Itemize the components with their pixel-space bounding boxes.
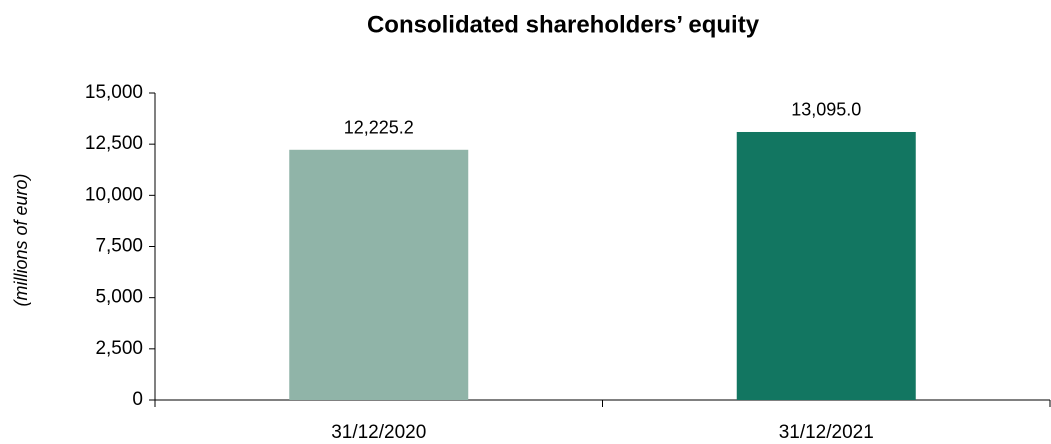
x-tick-label: 31/12/2021 xyxy=(779,422,874,443)
y-tick-label: 12,500 xyxy=(85,133,143,154)
data-label: 12,225.2 xyxy=(344,118,414,138)
bar xyxy=(736,131,916,400)
y-axis-label: (millions of euro) xyxy=(11,173,31,306)
y-tick-label: 5,000 xyxy=(95,287,143,308)
y-tick-label: 15,000 xyxy=(85,82,143,103)
data-label: 13,095.0 xyxy=(791,100,861,120)
y-tick-label: 0 xyxy=(132,389,143,410)
y-tick-label: 7,500 xyxy=(95,236,143,257)
x-tick-label: 31/12/2020 xyxy=(331,422,426,443)
y-tick-label: 2,500 xyxy=(95,338,143,359)
bar xyxy=(289,149,469,400)
chart-title: Consolidated shareholders’ equity xyxy=(367,11,760,38)
y-tick-label: 10,000 xyxy=(85,184,143,205)
